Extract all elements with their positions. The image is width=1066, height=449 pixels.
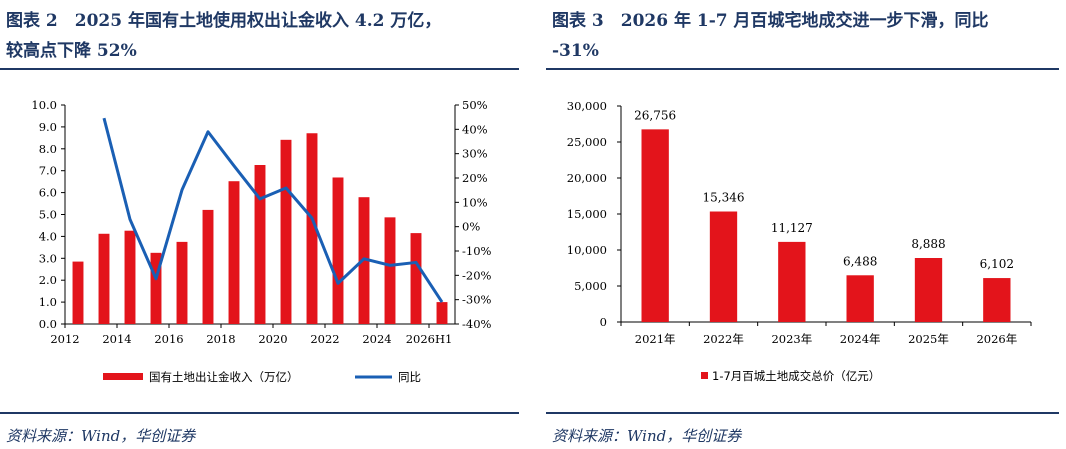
bar-land-revenue: [280, 139, 292, 324]
bar-land-revenue: [176, 241, 188, 324]
bar-land-revenue: [98, 233, 110, 324]
x-tick-label: 2026年: [976, 332, 1017, 346]
right-title-rule: [546, 68, 1059, 70]
right-source-note: 资料来源：Wind，华创证券: [552, 427, 742, 445]
left-title-line2: 较高点下降 52%: [6, 41, 137, 61]
bar-land-transaction: [914, 258, 943, 322]
right-title-line1: 图表 3 2026 年 1-7 月百城宅地成交进一步下滑，同比: [552, 11, 989, 31]
x-tick-label: 2024年: [840, 332, 881, 346]
y-tick-label: 10,000: [567, 243, 607, 257]
right-y-tick-label: 40%: [462, 122, 488, 136]
x-tick-label: 2025年: [908, 332, 949, 346]
right-y-tick-label: -40%: [462, 317, 492, 331]
bar-land-revenue: [202, 209, 214, 324]
bar-land-transaction: [846, 275, 874, 322]
data-label: 8,888: [911, 237, 945, 251]
left-y-tick-label: 9.0: [39, 120, 57, 134]
bar-land-revenue: [384, 217, 396, 324]
x-tick-label: 2016: [154, 332, 183, 346]
left-y-tick-label: 6.0: [39, 186, 57, 200]
bar-land-revenue: [332, 177, 344, 324]
bar-land-revenue: [436, 302, 448, 324]
left-y-tick-label: 10.0: [31, 98, 57, 112]
left-y-tick-label: 4.0: [39, 229, 57, 243]
x-tick-label: 2022: [310, 332, 339, 346]
y-tick-label: 0: [600, 315, 607, 329]
left-y-tick-label: 5.0: [39, 208, 57, 222]
left-y-tick-label: 7.0: [39, 164, 57, 178]
left-combo-chart: 0.0 1.0 2.0 3.0 4.0 5.0 6.0 7.0 8.0 9.0 10.0 -40% -3…: [31, 98, 492, 384]
data-label: 6,488: [843, 254, 877, 268]
right-title-line2: -31%: [552, 41, 599, 61]
y-tick-label: 30,000: [567, 99, 607, 113]
left-y-tick-label: 0.0: [39, 317, 57, 331]
left-title-rule: [0, 68, 519, 70]
y-tick-label: 20,000: [567, 171, 607, 185]
x-tick-label: 2012: [50, 332, 79, 346]
left-y-tick-label: 1.0: [39, 295, 57, 309]
data-label: 26,756: [634, 108, 676, 122]
right-y-tick-label: 0%: [462, 220, 480, 234]
bar-land-transaction: [641, 129, 669, 322]
left-footer-rule: [0, 412, 519, 414]
bar-land-revenue: [72, 261, 84, 324]
legend-bar-label: 1-7月百城土地成交总价（亿元）: [712, 369, 880, 383]
right-y-tick-label: -10%: [462, 244, 492, 258]
x-tick-label: 2026H1: [406, 332, 453, 346]
y-tick-label: 5,000: [574, 279, 607, 293]
bar-land-revenue: [306, 133, 318, 324]
x-tick-label: 2021年: [635, 332, 676, 346]
left-y-tick-label: 8.0: [39, 142, 57, 156]
right-footer-rule: [546, 412, 1059, 414]
data-label: 6,102: [980, 257, 1014, 271]
x-tick-label: 2014: [102, 332, 131, 346]
bar-land-revenue: [410, 233, 422, 324]
bar-land-revenue: [228, 181, 240, 324]
y-tick-label: 25,000: [567, 135, 607, 149]
x-tick-label: 2023年: [771, 332, 812, 346]
legend-bar-label: 国有土地出让金收入（万亿）: [149, 370, 299, 384]
data-label: 15,346: [703, 191, 745, 205]
left-panel: 图表 2 2025 年国有土地使用权出让金收入 4.2 万亿， 较高点下降 52…: [0, 0, 519, 449]
right-y-tick-label: 50%: [462, 98, 488, 112]
left-title-line1: 图表 2 2025 年国有土地使用权出让金收入 4.2 万亿，: [6, 11, 442, 31]
right-chart-title: 图表 3 2026 年 1-7 月百城宅地成交进一步下滑，同比 -31%: [552, 6, 1062, 66]
y-tick-label: 15,000: [567, 207, 607, 221]
data-label: 11,127: [771, 221, 813, 235]
right-y-tick-label: -20%: [462, 268, 492, 282]
right-y-tick-label: 20%: [462, 171, 488, 185]
right-panel: 图表 3 2026 年 1-7 月百城宅地成交进一步下滑，同比 -31% 0 5,…: [546, 0, 1066, 449]
legend-bar-swatch: [701, 372, 708, 379]
bar-land-transaction: [778, 241, 806, 322]
x-tick-label: 2024: [362, 332, 391, 346]
x-tick-label: 2018: [206, 332, 235, 346]
right-y-tick-label: 30%: [462, 147, 488, 161]
right-y-tick-label: 10%: [462, 195, 488, 209]
left-source-note: 资料来源：Wind，华创证券: [6, 427, 196, 445]
x-tick-label: 2022年: [703, 332, 744, 346]
legend-bar-swatch: [103, 373, 143, 380]
left-chart-title: 图表 2 2025 年国有土地使用权出让金收入 4.2 万亿， 较高点下降 52…: [6, 6, 516, 66]
bar-land-revenue: [150, 252, 162, 324]
line-yoy: [102, 117, 444, 303]
legend-line-label: 同比: [398, 370, 421, 384]
bar-land-transaction: [709, 211, 738, 322]
left-y-tick-label: 2.0: [39, 273, 57, 287]
bar-land-revenue: [124, 230, 136, 324]
right-y-tick-label: -30%: [462, 293, 492, 307]
bar-land-transaction: [983, 278, 1011, 322]
left-y-tick-label: 3.0: [39, 251, 57, 265]
bar-land-revenue: [254, 165, 266, 324]
x-tick-label: 2020: [258, 332, 287, 346]
right-bar-chart: 0 5,000 10,000 15,000 20,000 25,000 30,000 2021…: [567, 99, 1032, 383]
